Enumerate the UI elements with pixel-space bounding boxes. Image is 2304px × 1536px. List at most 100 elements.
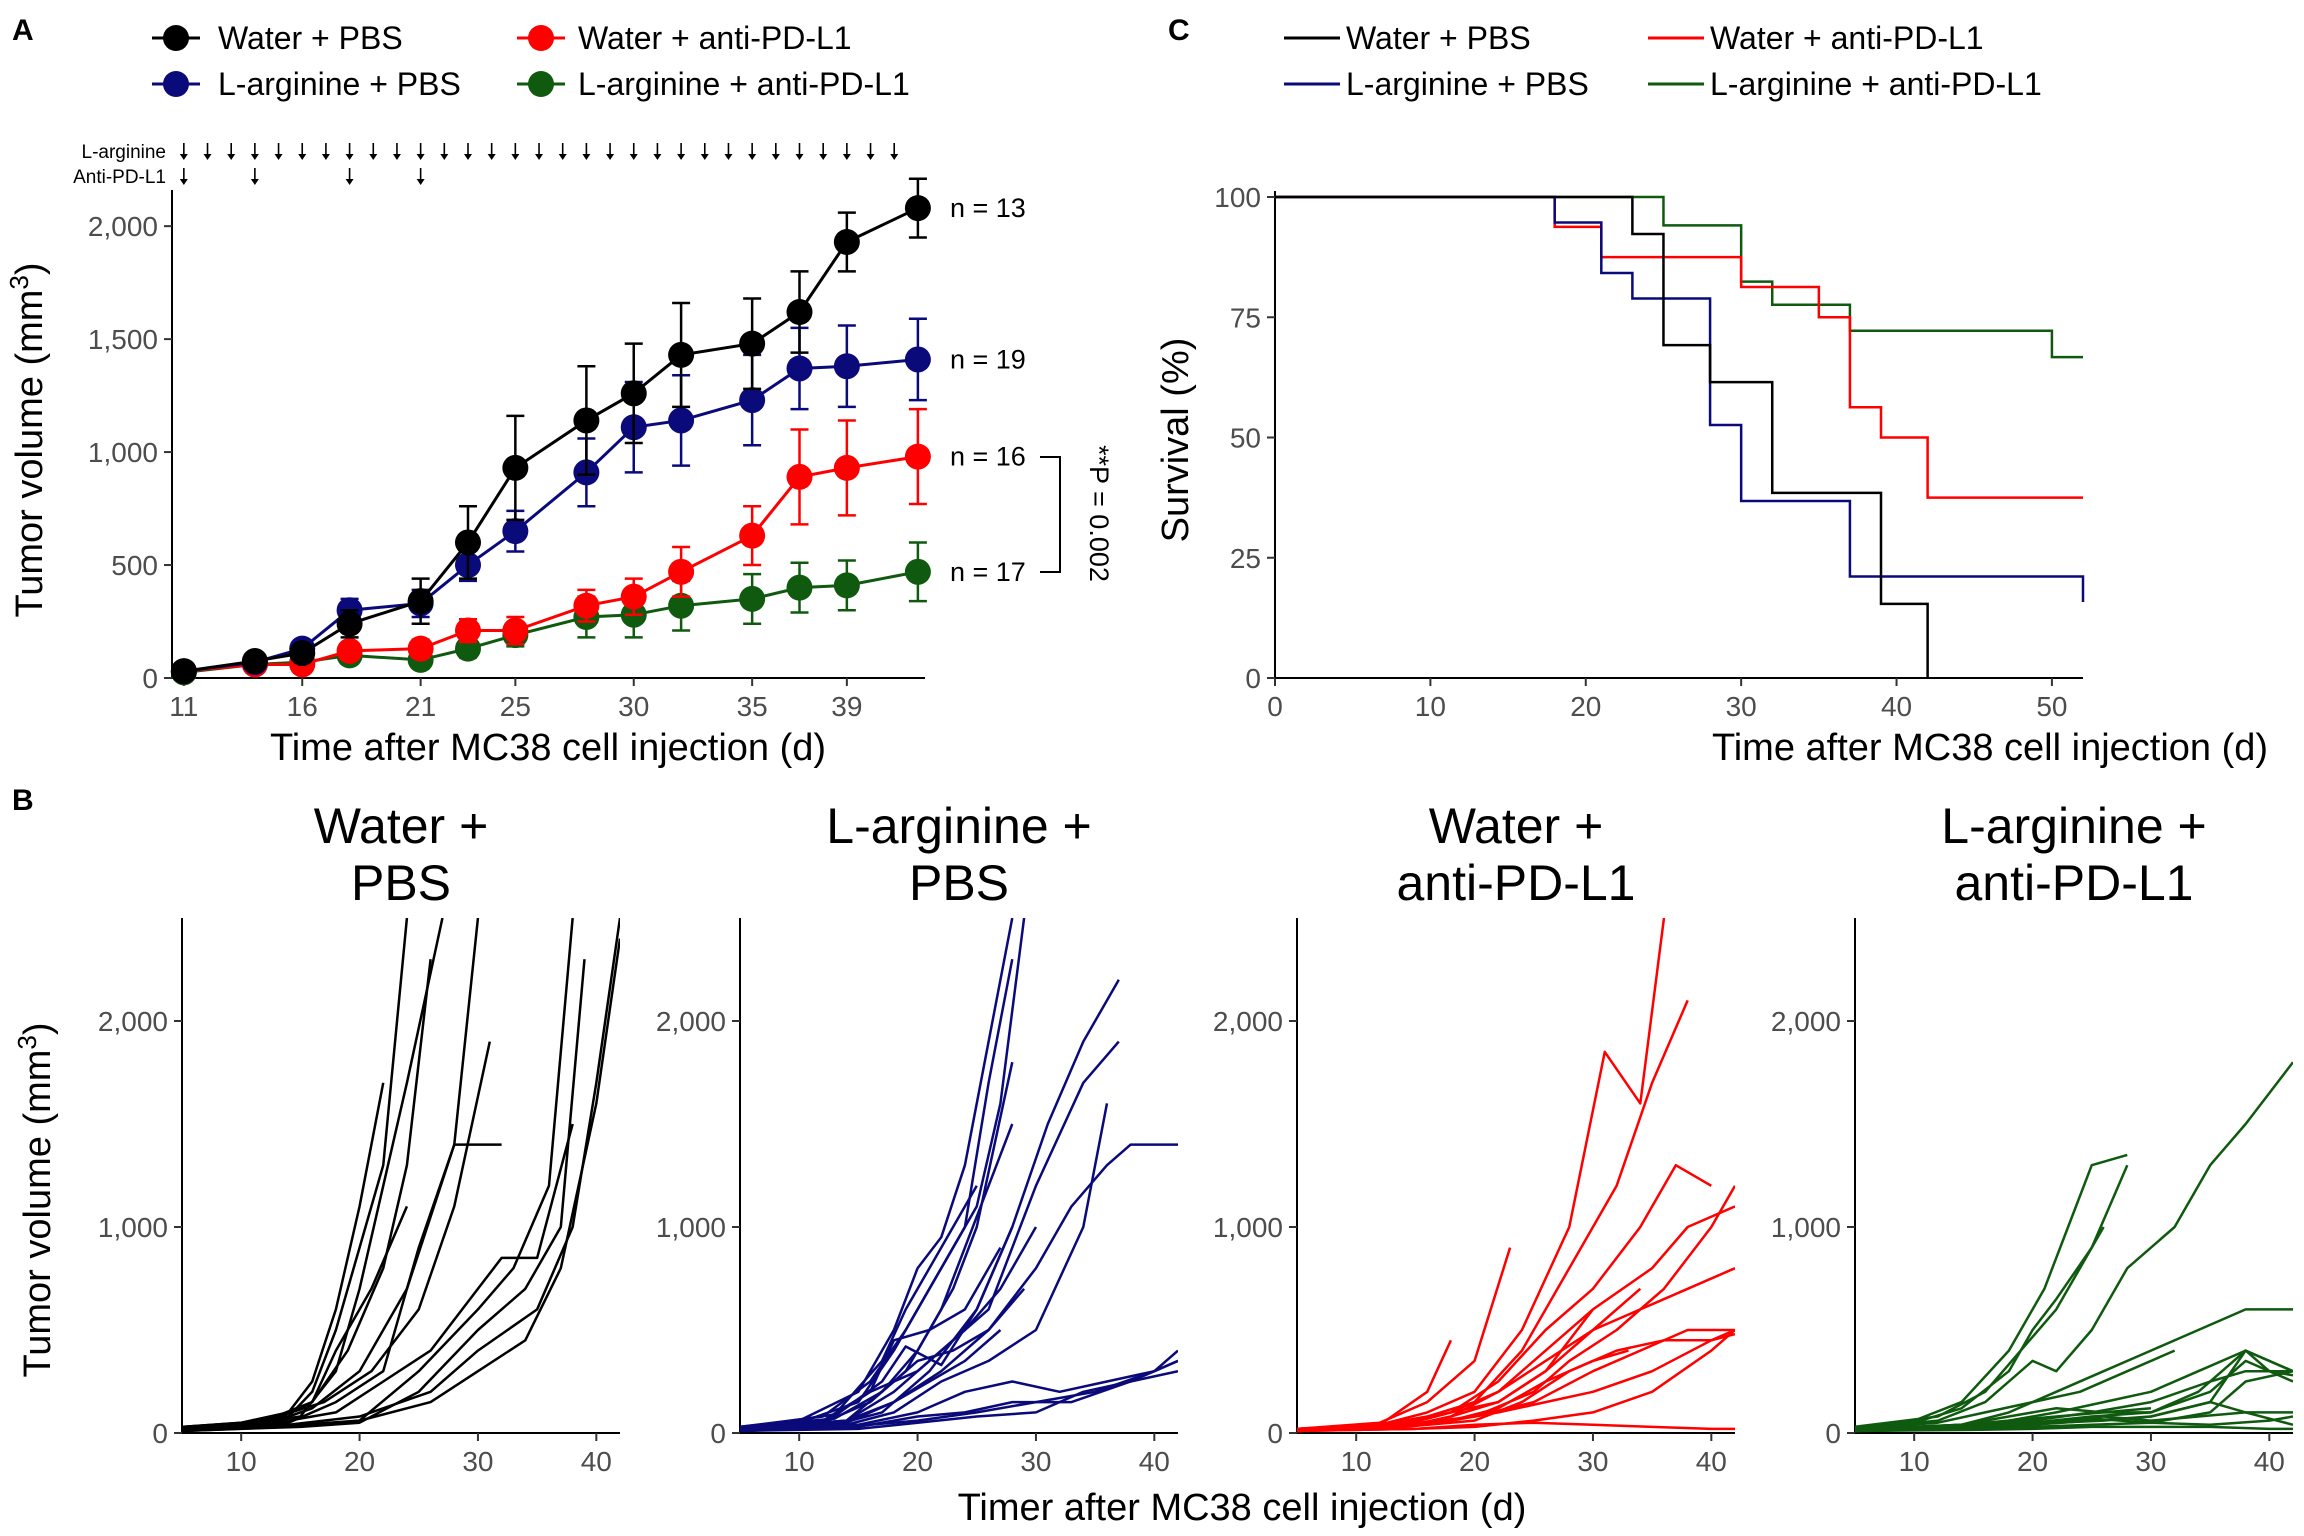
legend-c-item-water-pbs: Water + PBS: [1284, 20, 1531, 56]
schedule-arrow-larginine-head: [345, 154, 354, 160]
legend-a-item-larg-pdl1: L-arginine + anti-PD-L1: [517, 66, 910, 102]
individual-mouse-curve: [182, 1205, 409, 1431]
schedule-arrow-larginine-head: [511, 154, 520, 160]
facet-x-tick-label: 40: [581, 1446, 612, 1477]
facet-y-tick-label: 1,000: [98, 1212, 168, 1243]
data-point: [668, 407, 695, 434]
schedule-arrow-larginine-head: [795, 154, 804, 160]
data-point: [668, 592, 695, 619]
data-point: [407, 588, 434, 615]
facet-x-tick-label: 20: [2017, 1446, 2048, 1477]
schedule-arrow-larginine-head: [298, 154, 307, 160]
panel-a-y-tick-label: 500: [111, 550, 158, 581]
facet-y-tick-label: 0: [710, 1418, 726, 1449]
schedule-arrow-larginine-head: [392, 154, 401, 160]
individual-mouse-curve: [1297, 999, 1689, 1432]
schedule-arrow-antipdl1-head: [250, 179, 259, 185]
legend-label-larg-pdl1: L-arginine + anti-PD-L1: [578, 66, 910, 102]
panel-c-x-tick-label: 40: [1881, 691, 1912, 722]
individual-mouse-curve: [740, 1185, 978, 1430]
facet-title-line1: L-arginine +: [1941, 798, 2206, 854]
data-point: [833, 572, 860, 599]
data-point: [739, 387, 766, 414]
facet-x-tick-label: 40: [1139, 1446, 1170, 1477]
data-point: [336, 637, 363, 664]
data-point: [786, 463, 813, 490]
panel-c-x-tick-label: 30: [1726, 691, 1757, 722]
facet-x-tick-label: 40: [2254, 1446, 2285, 1477]
panel-letter-a: A: [12, 14, 34, 47]
schedule-arrow-larginine-head: [440, 154, 449, 160]
individual-mouse-curve: [1297, 1185, 1735, 1431]
individual-mouse-curve: [1297, 1163, 1712, 1431]
individual-mouse-curve: [182, 1041, 492, 1431]
facet-x-tick-label: 20: [344, 1446, 375, 1477]
facet-y-tick-label: 1,000: [1213, 1212, 1283, 1243]
treatment-schedule: L-arginine Anti-PD-L1: [73, 142, 899, 188]
p-value-label: **P = 0.002: [1084, 445, 1114, 582]
individual-mouse-curve: [1297, 1247, 1512, 1431]
data-point: [904, 195, 931, 222]
data-point: [904, 558, 931, 585]
individual-mouse-curve: [182, 1143, 502, 1431]
facet-y-tick-label: 1,000: [1771, 1212, 1841, 1243]
significance-bracket: **P = 0.002: [1040, 445, 1114, 582]
schedule-arrow-larginine-head: [748, 154, 757, 160]
data-point: [668, 558, 695, 585]
series-line-water-pbs: [183, 206, 919, 673]
panel-a-y-tick-label: 0: [142, 663, 158, 694]
facet-title-line2: PBS: [909, 855, 1009, 911]
survival-curve-water-pbs: [1275, 195, 1929, 678]
facet-x-tick-label: 10: [1899, 1446, 1930, 1477]
panel-a-x-title: Time after MC38 cell injection (d): [270, 727, 826, 769]
data-point: [668, 341, 695, 368]
facet-water-anti-pd-l1: Water +anti-PD-L1 0 1,000 2,000 10 20 30 40: [1213, 798, 1735, 1477]
schedule-arrow-larginine-head: [724, 154, 733, 160]
panel-c-y-title: Survival (%): [1155, 338, 1197, 543]
data-point: [739, 585, 766, 612]
individual-mouse-curve: [1855, 1425, 2293, 1433]
facet-title-line1: L-arginine +: [826, 798, 1091, 854]
individual-mouse-curve: [182, 918, 444, 1431]
individual-mouse-curve: [1855, 1349, 2176, 1431]
panel-a-x-tick-label: 11: [169, 691, 198, 722]
data-point: [833, 228, 860, 255]
data-point: [454, 529, 481, 556]
schedule-arrow-antipdl1-head: [345, 179, 354, 185]
panel-a-y-tick-label: 1,000: [88, 437, 158, 468]
facet-title-line2: anti-PD-L1: [1955, 855, 2194, 911]
schedule-arrow-larginine-head: [535, 154, 544, 160]
schedule-arrow-larginine-head: [250, 154, 259, 160]
legend-a-item-water-pbs: Water + PBS: [152, 20, 403, 56]
individual-mouse-curve: [740, 1123, 1014, 1431]
schedule-arrows: [179, 143, 899, 185]
data-point: [620, 380, 647, 407]
series-line-l-arginine-pbs: [183, 357, 919, 673]
panel-c-x-tick-label: 20: [1570, 691, 1601, 722]
panel-b-y-title: Tumor volume (mm3): [12, 1022, 59, 1377]
facet-y-tick-label: 0: [1267, 1418, 1283, 1449]
facet-title-line2: anti-PD-L1: [1397, 855, 1636, 911]
legend-marker-water-pbs: [163, 25, 189, 51]
schedule-arrow-larginine-head: [606, 154, 615, 160]
n-label-l-arginine-anti-pd-l1: n = 17: [950, 557, 1026, 587]
data-point: [289, 640, 316, 667]
panel-c-y-tick-label: 75: [1230, 302, 1261, 333]
facet-title-line1: Water +: [1429, 798, 1604, 854]
facet-x-tick-label: 30: [462, 1446, 493, 1477]
schedule-arrow-larginine-head: [771, 154, 780, 160]
panel-a-x-tick-label: 16: [287, 691, 318, 722]
schedule-arrow-larginine-head: [653, 154, 662, 160]
panel-a-plot: 0 500 1,000 1,500 2,000 11 16 21 25 30 35 39 n = 13 n…: [88, 177, 1026, 722]
facet-x-tick-label: 30: [1020, 1446, 1051, 1477]
data-point: [904, 443, 931, 470]
individual-mouse-curve: [182, 918, 620, 1432]
legend-marker-larg-pdl1: [528, 71, 554, 97]
legend-label-larg-pbs: L-arginine + PBS: [218, 66, 461, 102]
individual-mouse-curve: [182, 918, 574, 1431]
legend-label-water-pdl1: Water + anti-PD-L1: [578, 20, 852, 56]
data-point: [502, 518, 529, 545]
facet-water-pbs: Water +PBS 0 1,000 2,000 10 20 30 40: [98, 798, 620, 1477]
